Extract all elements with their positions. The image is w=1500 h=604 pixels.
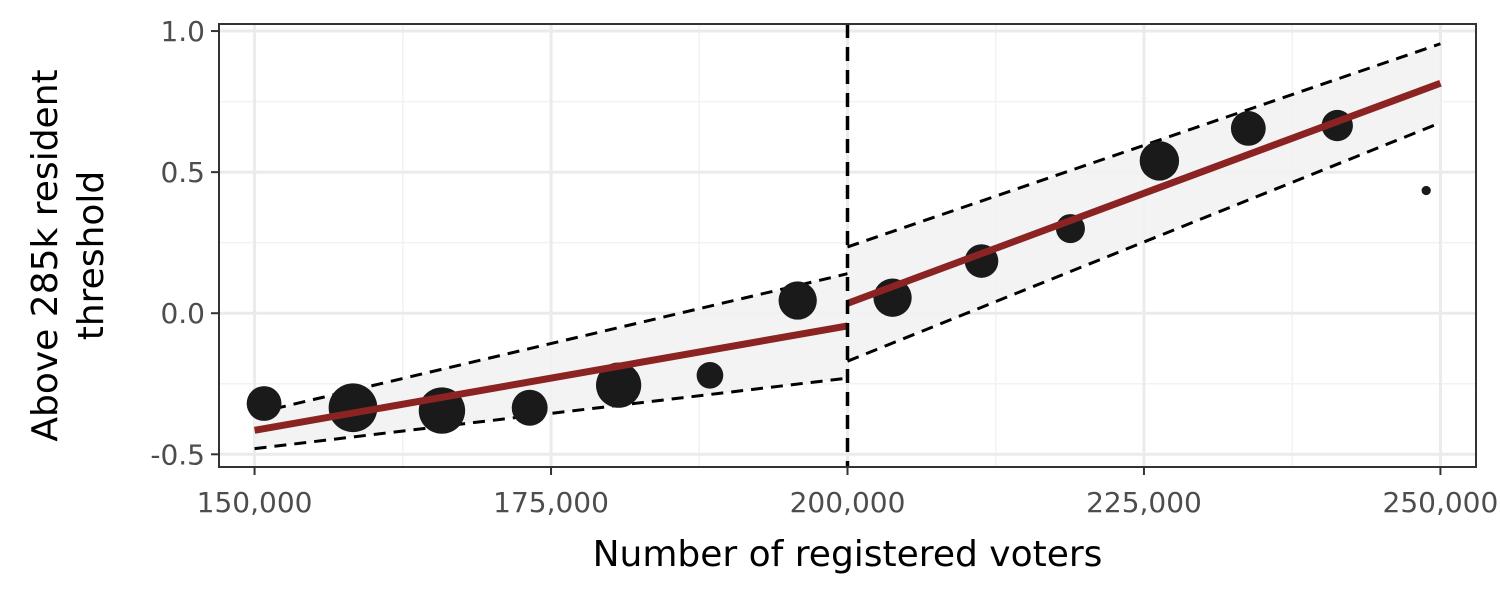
data-point — [1421, 185, 1431, 196]
x-tick-label: 175,000 — [493, 486, 609, 519]
x-tick-label: 150,000 — [197, 486, 313, 519]
y-axis-title-line: Above 285k resident — [25, 69, 66, 441]
data-point — [596, 362, 642, 408]
upper-bound-right — [847, 42, 1441, 249]
x-axis-title: Number of registered voters — [593, 534, 1103, 575]
lower-bound-right — [846, 121, 1441, 363]
x-tick-label: 200,000 — [790, 486, 906, 519]
confidence-band-right — [847, 43, 1441, 362]
data-point — [1139, 141, 1180, 181]
data-point — [1230, 111, 1266, 146]
data-point — [696, 361, 724, 389]
y-axis-title-line: threshold — [71, 171, 112, 341]
fit-lines — [253, 79, 1442, 434]
fit-line-left — [253, 322, 849, 434]
data-point — [511, 389, 548, 426]
x-tick-label: 225,000 — [1086, 486, 1202, 519]
y-axis-title: Above 285k resident threshold — [25, 69, 112, 441]
y-tick-label: 0.0 — [160, 297, 205, 330]
axes: 150,000 175,000 200,000 225,000 250,000 -0.5 0… — [150, 15, 1498, 519]
data-point — [246, 386, 282, 421]
fit-line-right — [846, 79, 1442, 307]
data-point — [778, 281, 817, 320]
x-tick-label: 250,000 — [1383, 486, 1499, 519]
y-tick-label: -0.5 — [150, 438, 205, 471]
data-point — [328, 383, 378, 433]
y-tick-label: 0.5 — [160, 156, 205, 189]
y-tick-label: 1.0 — [160, 15, 205, 48]
